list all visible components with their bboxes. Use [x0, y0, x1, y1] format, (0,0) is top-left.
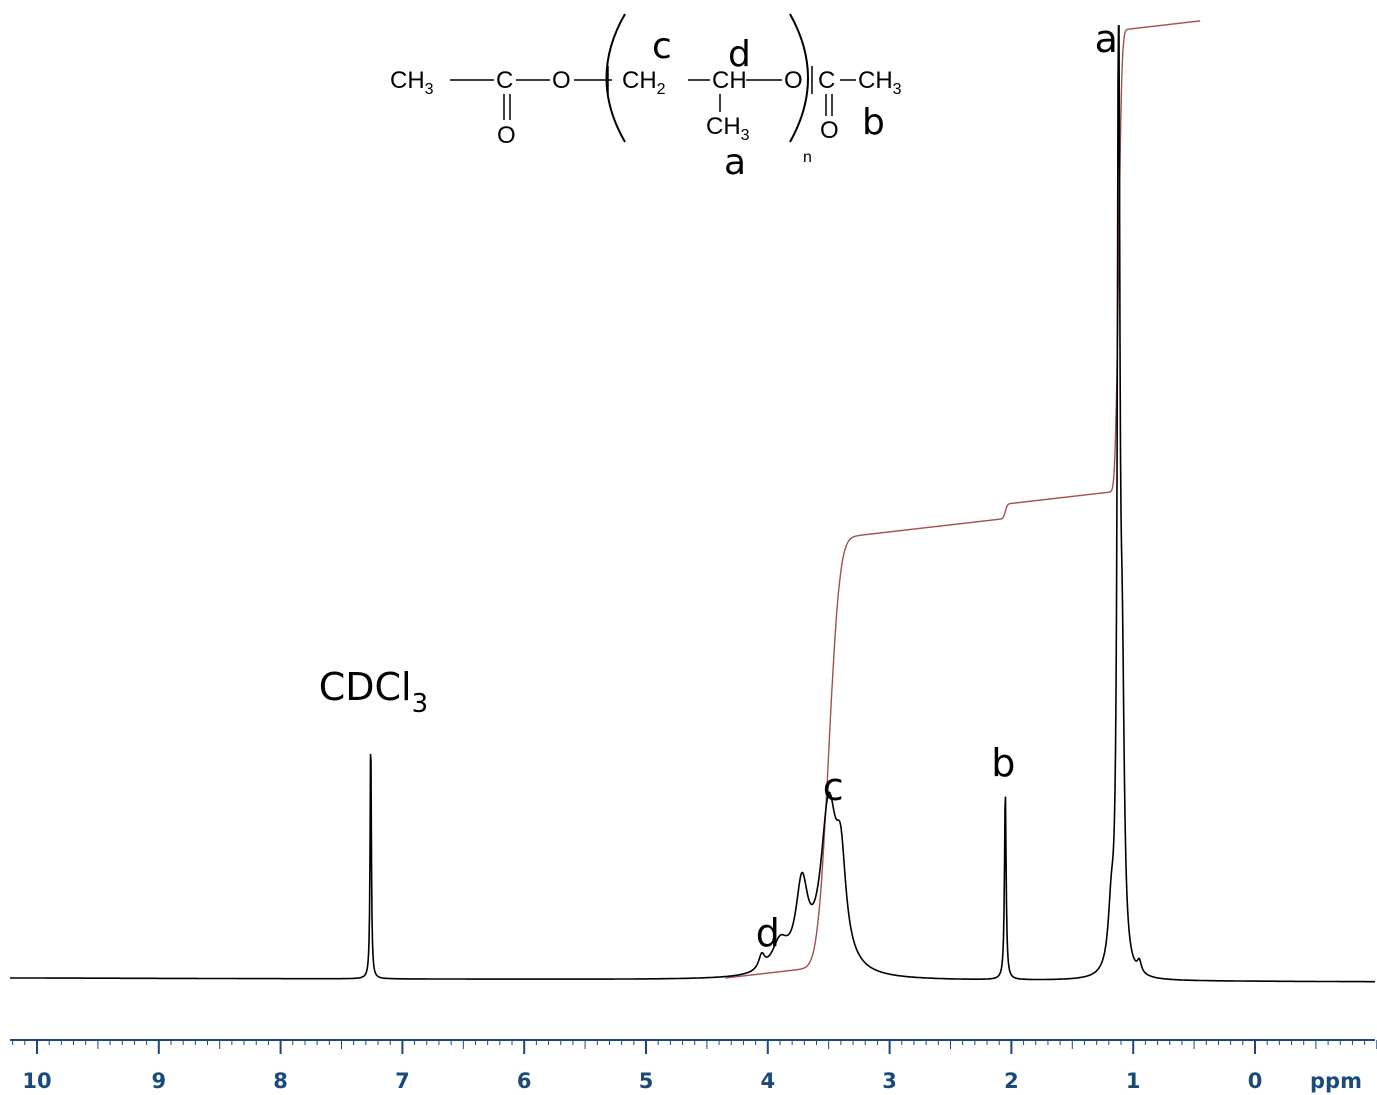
x-axis-minor-ticks — [12, 1040, 1377, 1049]
x-axis-tick-label: 9 — [151, 1069, 166, 1093]
x-axis-tick-label: 0 — [1248, 1069, 1263, 1093]
peak-labels: CDCl3 d c b a — [319, 17, 1118, 955]
structure-carbonyl-o-1: O — [497, 122, 516, 149]
structure-label-d: d — [728, 34, 751, 75]
structure-ch: CH — [712, 67, 747, 94]
structure-label-a: a — [724, 142, 746, 183]
x-axis-tick-label: 8 — [273, 1069, 288, 1093]
x-axis-tick-label: 6 — [517, 1069, 532, 1093]
peak-label-d: d — [756, 911, 780, 955]
structure-repeat-n: n — [803, 149, 812, 166]
structure-ch2: CH2 — [622, 67, 666, 98]
peak-label-b: b — [991, 741, 1015, 785]
integral-curve — [725, 20, 1201, 979]
x-axis-unit-label: ppm — [1310, 1069, 1362, 1093]
peak-label-cdcl3: CDCl3 — [319, 665, 428, 719]
x-axis: 10 9 8 7 6 5 4 3 2 1 0 ppm — [10, 1039, 1377, 1093]
structure-end-c: C — [818, 67, 835, 94]
structure-carbonyl-c-1: C — [496, 67, 513, 94]
spectrum-line — [10, 25, 1375, 983]
x-axis-tick-label: 7 — [395, 1069, 410, 1093]
right-paren — [789, 13, 809, 143]
structure-label-b: b — [862, 102, 885, 143]
x-axis-tick-label: 5 — [639, 1069, 654, 1093]
x-axis-major-ticks — [36, 1040, 1256, 1054]
structure-methyl: CH3 — [706, 113, 750, 144]
structure-end-ch3: CH3 — [858, 67, 902, 98]
x-axis-tick-label: 3 — [882, 1069, 897, 1093]
peak-label-c: c — [823, 765, 844, 809]
structure-left-ch3: CH3 — [390, 67, 434, 98]
structure-end-o: O — [820, 117, 839, 144]
x-axis-tick-label: 10 — [22, 1069, 51, 1093]
x-axis-tick-label: 1 — [1126, 1069, 1141, 1093]
polymer-structure: CH3 C O O CH2 CH CH3 O n C O — [390, 13, 902, 183]
peak-label-a: a — [1095, 17, 1118, 61]
structure-ester-o: O — [552, 67, 571, 94]
x-axis-tick-label: 4 — [760, 1069, 775, 1093]
structure-repeat-o: O — [784, 67, 803, 94]
left-paren — [605, 13, 626, 143]
x-axis-tick-labels: 10 9 8 7 6 5 4 3 2 1 0 — [22, 1069, 1262, 1093]
structure-label-c: c — [652, 26, 672, 67]
x-axis-tick-label: 2 — [1004, 1069, 1019, 1093]
